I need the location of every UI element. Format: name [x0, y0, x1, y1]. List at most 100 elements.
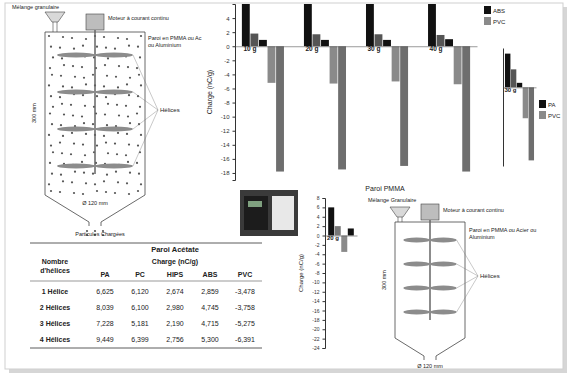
particle: [71, 132, 73, 134]
particle: [128, 193, 130, 195]
label: Moteur à courant continu: [108, 15, 169, 21]
tick: -6: [224, 86, 235, 92]
particle: [92, 123, 94, 125]
particle: [104, 113, 106, 115]
label: Particules Chargées: [75, 231, 125, 237]
tick: 4: [226, 16, 235, 22]
bar: [338, 46, 346, 169]
particle: [63, 113, 65, 115]
bar: [276, 46, 284, 171]
particle: [82, 45, 84, 47]
table-cell: -3,478: [235, 288, 255, 295]
particle: [92, 74, 94, 76]
tick: 6: [317, 204, 325, 210]
tick-label: 10 g: [243, 45, 256, 53]
particle: [62, 85, 64, 87]
bar: [517, 83, 522, 87]
tick: 0: [317, 233, 325, 239]
legend: ABSPVC: [484, 6, 506, 25]
y-axis: 86420-2-4-6-8-10-12-14-16-18-20-22-24: [312, 195, 325, 351]
tick: 2: [317, 223, 325, 229]
table-cell: 5,181: [131, 320, 149, 327]
particle: [85, 133, 87, 135]
helix-blade: [430, 310, 457, 315]
particle: [105, 191, 107, 193]
table-header: PC: [135, 271, 145, 278]
bars: [328, 207, 354, 252]
particle: [106, 75, 108, 77]
particle: [73, 142, 75, 144]
table-cell: 2,980: [166, 304, 184, 311]
tick-mark: [323, 236, 326, 237]
particle: [73, 192, 75, 194]
particle: [74, 76, 76, 78]
particle: [107, 152, 109, 154]
particle: [126, 133, 128, 135]
helix-blade: [403, 286, 430, 291]
table-cell: 2,859: [201, 288, 219, 295]
x-axis: 10 g20 g30 g40 g: [236, 45, 478, 53]
helix-blade: [95, 164, 133, 169]
particle: [52, 151, 54, 153]
bars: [505, 54, 534, 161]
particle: [61, 152, 63, 154]
label: Paroi en PMMA ou Acou Aluminium: [148, 35, 202, 48]
photo: [240, 190, 298, 236]
photo-frame: [240, 190, 298, 236]
tick-mark: [323, 254, 326, 255]
particle: [105, 47, 107, 49]
bar: [529, 87, 534, 160]
table-header: Nombre: [42, 258, 69, 265]
tick-label: -8: [224, 100, 230, 106]
tick: -14: [221, 142, 235, 148]
tick: -14: [312, 298, 325, 304]
particle: [51, 74, 53, 76]
helix-blade: [430, 238, 457, 243]
tick-mark: [233, 159, 236, 160]
particle: [63, 64, 65, 66]
tick-label: -18: [312, 317, 319, 323]
tick-label: 20 g: [327, 235, 339, 241]
table-header: PA: [100, 271, 109, 278]
helix-blade: [430, 262, 457, 267]
tick-mark: [323, 207, 326, 208]
label: Hélices: [480, 273, 500, 279]
y-axis: 420-2-4-6-8-10-12-14-16-18: [221, 5, 236, 181]
slide: [5, 3, 563, 369]
tick-mark: [323, 348, 326, 349]
particle: [52, 56, 54, 58]
particle: [115, 76, 117, 78]
particle: [139, 106, 141, 108]
particle: [117, 132, 119, 134]
bar: [330, 46, 338, 83]
tick: 20 g: [305, 45, 318, 53]
table: Paroi AcétateCharge (nC/g)Nombred'hélice…: [30, 243, 262, 348]
table-cell: 2,756: [166, 336, 184, 343]
particle: [117, 37, 119, 39]
particle: [74, 171, 76, 173]
particle: [84, 154, 86, 156]
particle: [71, 37, 73, 39]
particle: [50, 95, 52, 97]
particle: [50, 190, 52, 192]
tick-label: 0: [226, 44, 230, 50]
helix-blade: [403, 310, 430, 315]
helix-blade: [57, 53, 95, 58]
particle: [117, 181, 119, 183]
particle: [127, 161, 129, 163]
label: Moteur à courant continu: [443, 207, 504, 213]
particle: [107, 57, 109, 59]
tick-label: -10: [221, 114, 230, 120]
table-cell: 8,039: [96, 304, 114, 311]
particle: [118, 65, 120, 67]
tick: -16: [221, 156, 235, 162]
tick-mark: [323, 273, 326, 274]
helix-blade: [95, 90, 133, 95]
particle: [104, 64, 106, 66]
tick-label: -18: [221, 170, 230, 176]
particle: [59, 141, 61, 143]
bar: [341, 236, 347, 252]
particle: [125, 154, 127, 156]
helix-blade: [57, 90, 95, 95]
particle: [116, 104, 118, 106]
